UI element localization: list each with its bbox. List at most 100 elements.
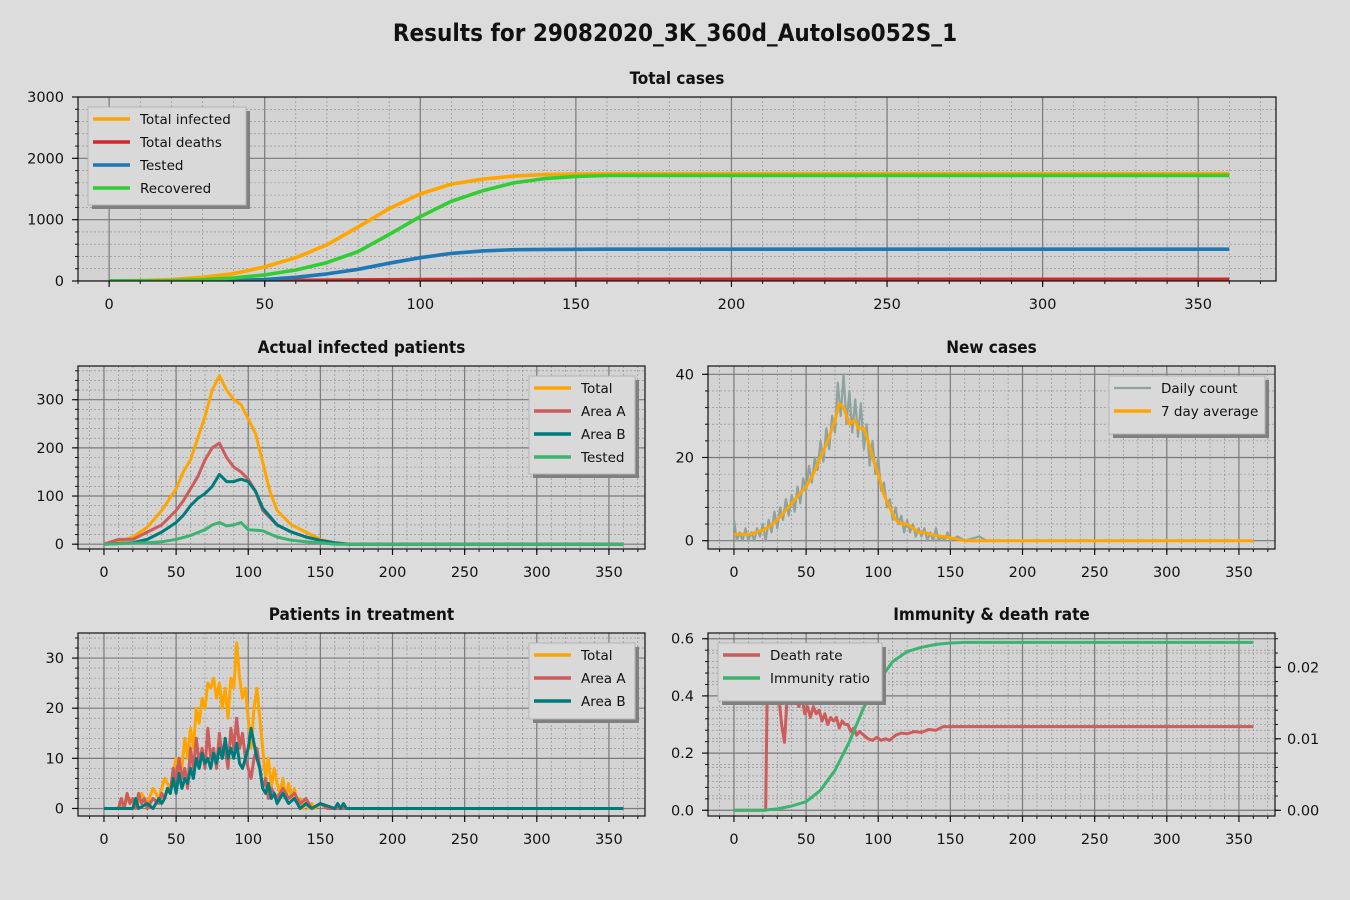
- x-tick-label: 350: [1225, 832, 1253, 848]
- series-line-total: [103, 374, 624, 546]
- series-line-area-b: [103, 472, 624, 546]
- x-tick-label: 100: [234, 832, 262, 848]
- x-tick-label: 250: [451, 832, 479, 848]
- chart-new: 0 50 100 150 200 250 300 350 0 20 40 New cases Daily…: [676, 338, 1276, 581]
- chart-treat: 0 50 100 150 200 250 300 350 0 10 20 30 Patients in …: [46, 605, 646, 848]
- y-tick-label: 40: [676, 367, 694, 383]
- x-tick-label: 200: [1009, 832, 1037, 848]
- legend-label: 7 day average: [1161, 404, 1258, 420]
- x-tick-label: 100: [864, 832, 892, 848]
- x-tick-label: 350: [1184, 297, 1212, 313]
- x-tick-label: 50: [255, 297, 273, 313]
- chart-actual: 0 50 100 150 200 250 300 350 0 100 200 300 Actual in…: [36, 338, 646, 581]
- x-tick-label: 0: [729, 565, 738, 581]
- y-tick-label: 1000: [27, 213, 64, 229]
- x-tick-label: 0: [729, 832, 738, 848]
- y-tick-label: 20: [676, 451, 694, 467]
- x-tick-label: 250: [1081, 832, 1109, 848]
- x-tick-label: 0: [99, 565, 108, 581]
- y-tick-label: 0: [685, 534, 694, 550]
- chart-title: Immunity & death rate: [893, 605, 1090, 625]
- y-tick-label: 10: [46, 751, 64, 767]
- series-line-immunity-ratio: [734, 640, 1254, 812]
- x-tick-label: 50: [797, 565, 815, 581]
- y-right-tick-label: 0.01: [1287, 732, 1319, 748]
- x-tick-label: 300: [1153, 832, 1181, 848]
- legend-label: Immunity ratio: [770, 671, 870, 687]
- x-tick-label: 350: [595, 565, 623, 581]
- series-line-total-infected: [109, 171, 1230, 281]
- legend: Total Area A Area B Tested: [528, 375, 639, 478]
- y-tick-label: 300: [36, 393, 64, 409]
- chart-title: Actual infected patients: [258, 338, 466, 358]
- x-tick-label: 200: [1009, 565, 1037, 581]
- x-tick-label: 300: [1029, 297, 1057, 313]
- chart-title: New cases: [946, 338, 1037, 358]
- legend-label: Tested: [580, 450, 624, 466]
- x-tick-label: 300: [523, 832, 551, 848]
- y-tick-label: 200: [36, 441, 64, 457]
- legend-label: Daily count: [1161, 381, 1238, 397]
- plot-frame: [77, 632, 646, 817]
- legend-label: Area A: [581, 671, 626, 687]
- plot-area: [78, 97, 1276, 281]
- x-tick-label: 200: [379, 832, 407, 848]
- plots-container: 0 50 100 150 200 250 300 3500100020003000Total …: [27, 69, 1319, 848]
- figure-suptitle: Results for 29082020_3K_360d_AutoIso052S…: [393, 19, 957, 47]
- y-tick-label: 0: [55, 801, 64, 817]
- legend: Total Area A Area B: [528, 642, 639, 723]
- y-right-tick-label: 0.00: [1287, 803, 1319, 819]
- legend-box: [717, 642, 883, 702]
- x-tick-label: 150: [937, 565, 965, 581]
- x-tick-label: 100: [406, 297, 434, 313]
- legend-label: Tested: [139, 158, 183, 174]
- x-tick-label: 150: [307, 832, 335, 848]
- legend-label: Total deaths: [139, 135, 222, 151]
- series-group: [734, 640, 1254, 812]
- legend-label: Total: [580, 381, 613, 397]
- series-line-tested: [103, 521, 624, 546]
- series-group: [103, 374, 624, 546]
- chart-immunity: 0 50 100 150 200 250 300 350 0.0 0.2 0.4 0.6 0.00 0.0…: [671, 605, 1319, 848]
- y-tick-label: 0.0: [671, 803, 694, 819]
- x-tick-label: 50: [167, 565, 185, 581]
- legend-label: Area A: [581, 404, 626, 420]
- grid: [708, 633, 1275, 816]
- legend: Daily count 7 day average: [1108, 375, 1269, 438]
- legend-label: Recovered: [140, 181, 211, 197]
- legend-label: Area B: [581, 694, 626, 710]
- series-group: [732, 373, 1254, 543]
- y-right-tick-label: 0.02: [1287, 660, 1319, 676]
- chart-title: Patients in treatment: [269, 605, 454, 625]
- x-tick-label: 300: [523, 565, 551, 581]
- x-tick-label: 150: [307, 565, 335, 581]
- y-tick-label: 0.2: [671, 746, 694, 762]
- y-tick-label: 20: [46, 701, 64, 717]
- y-tick-label: 2000: [27, 151, 64, 167]
- legend: Total infected Total deaths Tested Recovere…: [87, 106, 250, 209]
- chart-total: 0 50 100 150 200 250 300 350 0 1000 2000 3000 Total …: [27, 69, 1277, 313]
- y-tick-label: 0: [55, 274, 64, 290]
- x-tick-label: 300: [1153, 565, 1181, 581]
- x-tick-label: 200: [718, 297, 746, 313]
- legend-label: Total: [580, 648, 613, 664]
- series-line-area-b: [104, 726, 624, 810]
- y-tick-label: 100: [36, 489, 64, 505]
- y-tick-label: 3000: [27, 90, 64, 106]
- x-tick-label: 350: [595, 832, 623, 848]
- legend-label: Total infected: [139, 112, 231, 128]
- x-tick-label: 250: [873, 297, 901, 313]
- series-line-recovered: [109, 173, 1230, 281]
- chart-title: Total cases: [630, 69, 725, 89]
- x-tick-label: 50: [167, 832, 185, 848]
- legend-box: [1108, 375, 1266, 435]
- x-tick-label: 100: [864, 565, 892, 581]
- series-line-death-rate: [734, 665, 1254, 812]
- y-tick-label: 30: [46, 651, 64, 667]
- series-line-tested: [109, 247, 1230, 281]
- x-tick-label: 250: [451, 565, 479, 581]
- x-tick-label: 0: [99, 832, 108, 848]
- series-group: [104, 641, 624, 810]
- y-tick-label: 0.4: [671, 689, 694, 705]
